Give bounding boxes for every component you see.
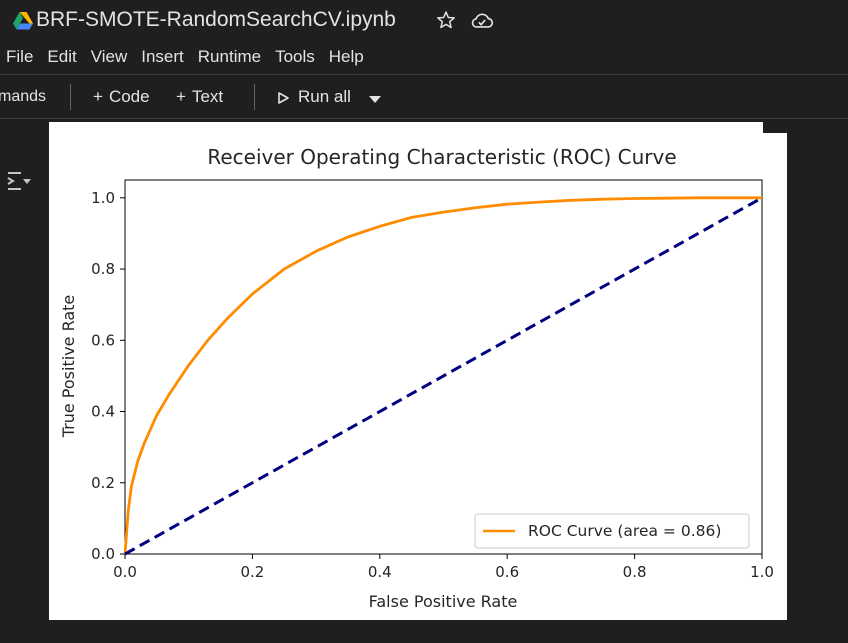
add-code-label: Code (108, 87, 150, 106)
x-axis-label: False Positive Rate (369, 592, 518, 611)
menu-file[interactable]: File (6, 47, 34, 66)
roc-chart: Receiver Operating Characteristic (ROC) … (59, 145, 774, 611)
diagonal-reference-line (124, 196, 763, 556)
menu-divider (0, 74, 848, 75)
panel-notch (763, 119, 787, 133)
chart-title: Receiver Operating Characteristic (ROC) … (207, 145, 676, 169)
plot-frame (124, 179, 763, 555)
menu-runtime[interactable]: Runtime (197, 47, 262, 66)
menu-bar: File Edit View Insert Runtime Tools Help (0, 44, 372, 70)
menu-edit[interactable]: Edit (47, 47, 77, 66)
commands-button[interactable]: mands (0, 88, 47, 105)
toolbar-divider (70, 84, 71, 110)
play-icon[interactable] (278, 92, 289, 104)
add-text-button[interactable]: + Text (176, 87, 223, 107)
legend-frame (474, 513, 750, 549)
caret-down-icon[interactable] (369, 96, 381, 103)
menu-insert[interactable]: Insert (141, 47, 184, 66)
legend: ROC Curve (area = 0.86) (474, 513, 750, 549)
star-icon[interactable] (436, 10, 456, 30)
x-tick-label: 0.4 (368, 563, 392, 581)
title-bar: BRF-SMOTE-RandomSearchCV.ipynb (0, 0, 848, 44)
document-title[interactable]: BRF-SMOTE-RandomSearchCV.ipynb (36, 8, 396, 31)
google-drive-logo[interactable] (13, 11, 33, 31)
x-tick-label: 0.2 (240, 563, 264, 581)
y-tick-label: 0.6 (91, 331, 115, 349)
run-all-button[interactable]: Run all (298, 87, 351, 106)
menu-help[interactable]: Help (328, 47, 364, 66)
roc-curve-line (123, 196, 762, 555)
add-code-button[interactable]: + Code (93, 87, 150, 107)
y-tick-label: 1.0 (91, 189, 115, 207)
cell-output: Receiver Operating Characteristic (ROC) … (49, 122, 787, 620)
x-tick-label: 0.8 (623, 563, 647, 581)
y-tick-label: 0.8 (91, 260, 115, 278)
legend-label-roc: ROC Curve (area = 0.86) (528, 522, 721, 540)
menu-view[interactable]: View (90, 47, 128, 66)
y-tick-label: 0.2 (91, 474, 115, 492)
x-tick-label: 0.6 (495, 563, 519, 581)
y-axis-label: True Positive Rate (59, 295, 78, 439)
plus-icon: + (93, 87, 103, 106)
x-tick-label: 1.0 (750, 563, 774, 581)
y-tick-label: 0.4 (91, 403, 115, 421)
y-tick-label: 0.0 (91, 545, 115, 563)
toolbar-divider (254, 84, 255, 110)
plus-icon: + (176, 87, 186, 106)
output-toggle-icon[interactable] (6, 170, 32, 192)
add-text-label: Text (191, 87, 224, 106)
x-tick-label: 0.0 (113, 563, 137, 581)
cloud-saved-icon[interactable] (470, 10, 494, 30)
menu-tools[interactable]: Tools (275, 47, 315, 66)
toolbar: mands + Code + Text Run all (0, 75, 848, 119)
plot-area: 0.0 0.2 0.4 0.6 0.8 1.0 0.0 0.2 0.4 0.6 0.8 1.0 (91, 179, 774, 581)
